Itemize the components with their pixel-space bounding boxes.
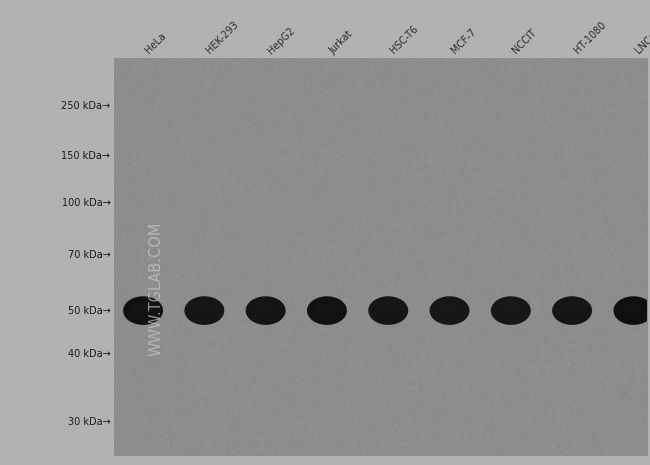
- Text: MCF-7: MCF-7: [450, 27, 478, 56]
- Ellipse shape: [369, 296, 408, 325]
- Ellipse shape: [246, 296, 285, 325]
- Text: NCCIT: NCCIT: [511, 28, 539, 56]
- Ellipse shape: [552, 296, 592, 325]
- Ellipse shape: [307, 296, 347, 325]
- Ellipse shape: [439, 304, 461, 312]
- Text: LNCaP: LNCaP: [633, 27, 650, 56]
- Text: 40 kDa→: 40 kDa→: [68, 349, 110, 359]
- Ellipse shape: [123, 296, 163, 325]
- Text: 150 kDa→: 150 kDa→: [62, 151, 110, 160]
- Ellipse shape: [491, 296, 531, 325]
- Text: 30 kDa→: 30 kDa→: [68, 417, 110, 427]
- Ellipse shape: [561, 304, 583, 312]
- Text: HEK-293: HEK-293: [204, 20, 240, 56]
- Ellipse shape: [377, 304, 399, 312]
- Ellipse shape: [500, 304, 522, 312]
- Text: 50 kDa→: 50 kDa→: [68, 306, 110, 316]
- Ellipse shape: [430, 296, 469, 325]
- Text: Jurkat: Jurkat: [327, 28, 354, 56]
- Ellipse shape: [614, 296, 650, 325]
- Text: 250 kDa→: 250 kDa→: [61, 101, 110, 111]
- Text: 100 kDa→: 100 kDa→: [62, 198, 110, 208]
- Ellipse shape: [255, 304, 277, 312]
- Ellipse shape: [193, 304, 215, 312]
- Ellipse shape: [623, 304, 644, 312]
- Text: WWW.TGLAB.COM: WWW.TGLAB.COM: [149, 221, 164, 356]
- Text: HeLa: HeLa: [143, 31, 168, 56]
- Text: HSC-T6: HSC-T6: [388, 24, 420, 56]
- Text: HepG2: HepG2: [266, 25, 296, 56]
- Ellipse shape: [185, 296, 224, 325]
- Ellipse shape: [132, 304, 154, 312]
- Text: HT-1080: HT-1080: [572, 20, 608, 56]
- Ellipse shape: [316, 304, 338, 312]
- Text: 70 kDa→: 70 kDa→: [68, 250, 110, 260]
